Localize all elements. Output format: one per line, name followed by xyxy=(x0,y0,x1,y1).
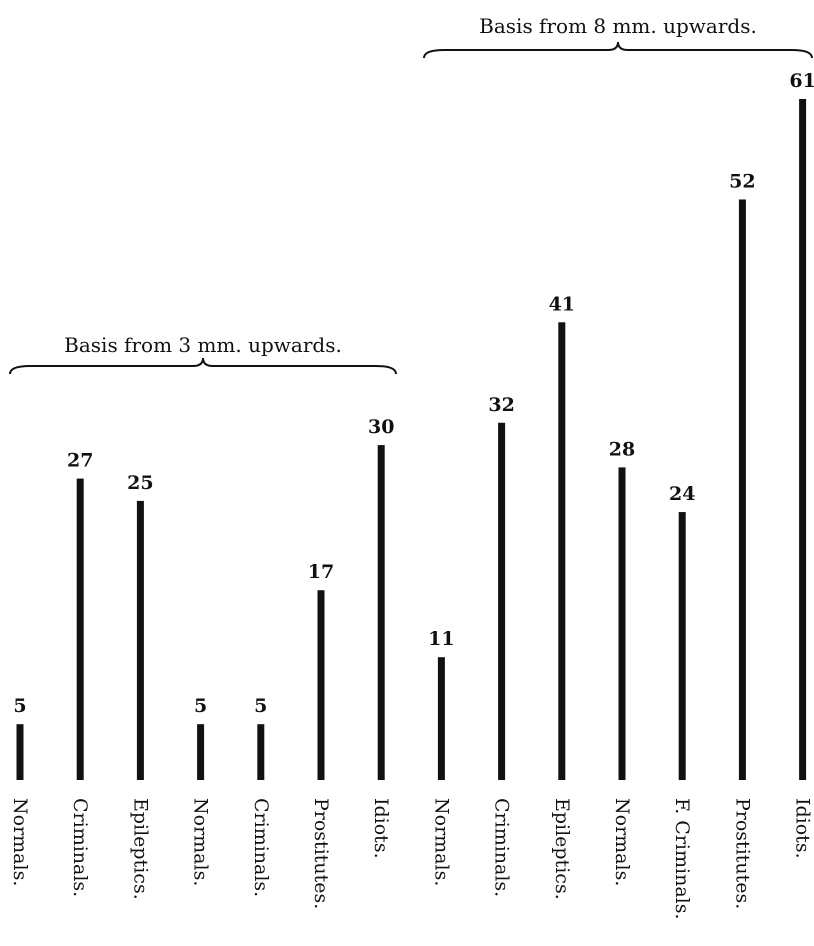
bar-8 xyxy=(437,657,445,780)
value-label-7: 30 xyxy=(368,416,394,438)
group-label-1: Basis from 3 mm. upwards. xyxy=(64,333,342,357)
category-label-11: Normals. xyxy=(611,798,633,886)
group-brace-1 xyxy=(9,357,397,375)
bar-7 xyxy=(377,445,385,780)
bar-11 xyxy=(618,467,626,780)
value-labels: 5 27 25 5 5 17 30 11 32 41 28 24 52 61 xyxy=(13,70,814,717)
group-braces: Basis from 3 mm. upwards. Basis from 8 mm… xyxy=(9,14,813,375)
category-label-8: Normals. xyxy=(430,798,452,886)
bar-9 xyxy=(498,422,506,780)
bar-14 xyxy=(799,99,807,780)
group-label-2: Basis from 8 mm. upwards. xyxy=(479,14,757,38)
value-label-3: 25 xyxy=(127,472,153,494)
value-label-5: 5 xyxy=(254,695,267,717)
value-label-14: 61 xyxy=(789,70,814,92)
bar-4 xyxy=(197,724,205,780)
value-label-8: 11 xyxy=(428,628,454,650)
category-label-14: Idiots. xyxy=(792,798,814,859)
category-label-1: Normals. xyxy=(9,798,31,886)
category-label-5: Criminals. xyxy=(250,798,272,897)
bar-10 xyxy=(558,322,566,780)
category-label-12: F. Criminals. xyxy=(671,798,693,920)
category-label-7: Idiots. xyxy=(370,798,392,859)
value-label-13: 52 xyxy=(729,170,755,192)
category-label-13: Prostitutes. xyxy=(731,798,753,909)
bars xyxy=(16,99,807,780)
value-label-12: 24 xyxy=(669,483,695,505)
bar-12 xyxy=(678,512,686,780)
category-labels: Normals. Criminals. Epileptics. Normals. Cri… xyxy=(9,798,814,920)
value-label-10: 41 xyxy=(549,293,575,315)
value-label-6: 17 xyxy=(308,561,334,583)
bar-6 xyxy=(317,590,325,780)
bar-1 xyxy=(16,724,24,780)
group-brace-2 xyxy=(423,41,813,59)
value-label-2: 27 xyxy=(67,450,93,472)
bar-2 xyxy=(76,478,84,780)
bar-5 xyxy=(257,724,265,780)
category-label-10: Epileptics. xyxy=(551,798,573,900)
category-label-6: Prostitutes. xyxy=(310,798,332,909)
category-label-9: Criminals. xyxy=(491,798,513,897)
category-label-3: Epileptics. xyxy=(129,798,151,900)
value-label-11: 28 xyxy=(609,438,635,460)
category-label-4: Normals. xyxy=(190,798,212,886)
value-label-4: 5 xyxy=(194,695,207,717)
category-label-2: Criminals. xyxy=(69,798,91,897)
bar-13 xyxy=(738,199,746,780)
value-label-1: 5 xyxy=(13,695,26,717)
bar-3 xyxy=(136,500,144,780)
value-label-9: 32 xyxy=(488,394,514,416)
